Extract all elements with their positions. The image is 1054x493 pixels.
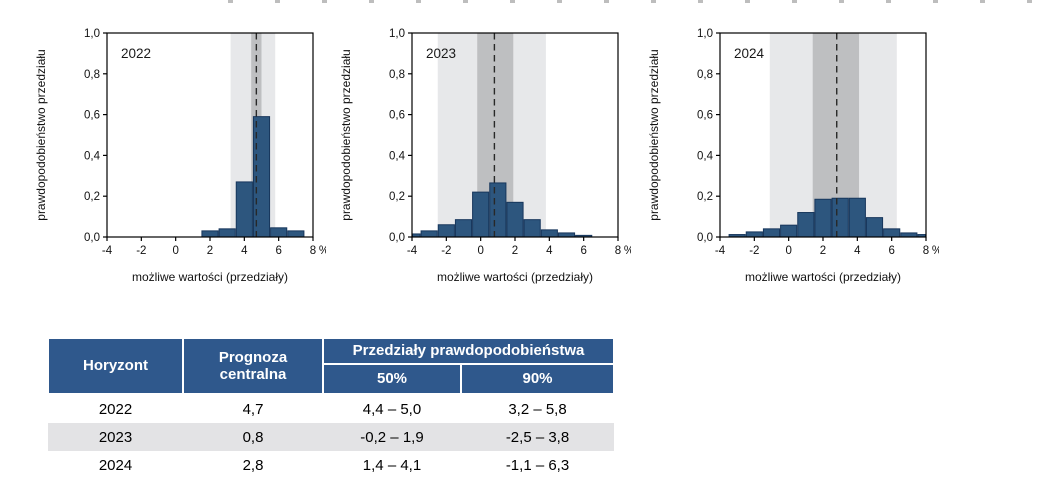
x-axis-ticks: -4 -2 0 2 4 6 8 (407, 237, 621, 257)
cell-central: 4,7 (242, 400, 264, 418)
x-axis-ticks: -4 -2 0 2 4 6 8 (715, 237, 929, 257)
svg-text:0,2: 0,2 (697, 191, 713, 203)
cell-central: 2,8 (242, 456, 264, 474)
svg-text:-4: -4 (102, 245, 113, 257)
svg-text:0,4: 0,4 (84, 150, 101, 162)
x-axis-title: możliwe wartości (przedziały) (744, 270, 902, 284)
cell-p50: 4,4 – 5,0 (362, 400, 422, 418)
svg-text:0,6: 0,6 (84, 110, 100, 122)
plot-frame (106, 32, 314, 238)
chart-2024: prawdopodobieństwo przedziału -4-202468%… (643, 18, 943, 293)
svg-text:-2: -2 (441, 245, 451, 257)
header-central-forecast: Prognoza centralna (182, 337, 324, 395)
y-axis-ticks: 0,0 0,2 0,4 0,6 0,8 1,0 (389, 28, 412, 244)
svg-text:0,4: 0,4 (697, 150, 714, 162)
svg-text:-4: -4 (407, 245, 418, 257)
svg-text:1,0: 1,0 (697, 28, 713, 40)
svg-text:0,0: 0,0 (389, 232, 405, 244)
svg-text:0: 0 (785, 245, 791, 257)
svg-text:8: 8 (615, 245, 621, 257)
svg-text:0,8: 0,8 (389, 69, 405, 81)
svg-text:0,2: 0,2 (84, 191, 100, 203)
svg-text:0,2: 0,2 (389, 191, 405, 203)
cell-p90: -2,5 – 3,8 (461, 423, 615, 451)
chart-2022: prawdopodobieństwo przedziału -4-202468%… (30, 18, 330, 293)
cell-p90: 3,2 – 5,8 (508, 400, 567, 418)
svg-text:2: 2 (512, 245, 518, 257)
cell-p50: 1,4 – 4,1 (362, 456, 422, 474)
chart-canvas-2022: -4 -2 0 2 4 6 8% 0,0 0,2 0,4 0,6 0,8 1,0 2022 (84, 28, 326, 257)
svg-text:0,6: 0,6 (389, 110, 405, 122)
svg-text:0,0: 0,0 (84, 232, 100, 244)
svg-text:-2: -2 (749, 245, 759, 257)
table-row-2024: 2024 2,8 1,4 – 4,1 -1,1 – 6,3 (48, 451, 614, 479)
forecast-table: Horyzont Prognoza centralna Przedziały p… (47, 337, 616, 479)
chart-canvas-2023: -4 -2 0 2 4 6 8% 0,0 0,2 0,4 0,6 0,8 1,0 2023 (389, 28, 631, 257)
svg-text:1,0: 1,0 (84, 28, 100, 40)
header-horizon: Horyzont (47, 337, 184, 395)
svg-text:0,8: 0,8 (84, 69, 100, 81)
cell-horizon: 2024 (98, 456, 133, 474)
svg-text:0,6: 0,6 (697, 110, 713, 122)
cell-horizon: 2023 (48, 423, 183, 451)
table-row-2023: 2023 0,8 -0,2 – 1,9 -2,5 – 3,8 (48, 423, 615, 451)
x-unit-label: % (624, 245, 631, 257)
cropped-text-artifact (228, 0, 1054, 3)
table-row-2022: 2022 4,7 4,4 – 5,0 3,2 – 5,8 (48, 394, 614, 423)
svg-text:8: 8 (923, 245, 929, 257)
svg-text:6: 6 (580, 245, 586, 257)
y-axis-ticks: 0,0 0,2 0,4 0,6 0,8 1,0 (84, 28, 107, 244)
svg-text:0,0: 0,0 (697, 232, 713, 244)
svg-text:4: 4 (546, 245, 553, 257)
svg-text:0: 0 (172, 245, 178, 257)
svg-text:8: 8 (310, 245, 316, 257)
y-axis-ticks: 0,0 0,2 0,4 0,6 0,8 1,0 (697, 28, 720, 244)
year-label: 2023 (426, 46, 456, 61)
x-axis-title: możliwe wartości (przedziały) (131, 270, 289, 284)
x-unit-label: % (319, 245, 326, 257)
cell-central: 0,8 (183, 423, 323, 451)
cell-horizon: 2022 (98, 400, 133, 418)
svg-text:-2: -2 (136, 245, 146, 257)
svg-text:-4: -4 (715, 245, 726, 257)
svg-text:2: 2 (207, 245, 213, 257)
x-unit-label: % (932, 245, 939, 257)
svg-text:6: 6 (275, 245, 281, 257)
cell-p90: -1,1 – 6,3 (505, 456, 570, 474)
x-axis-title: możliwe wartości (przedziały) (436, 270, 594, 284)
chart-canvas-2024: -4 -2 0 2 4 6 8% 0,0 0,2 0,4 0,6 0,8 1,0 2024 (697, 28, 939, 257)
chart-2023: prawdopodobieństwo przedziału -4-202468%… (335, 18, 635, 293)
histogram-bars (728, 197, 926, 238)
svg-text:4: 4 (241, 245, 248, 257)
svg-text:0,4: 0,4 (389, 150, 406, 162)
year-label: 2022 (121, 46, 151, 61)
svg-text:4: 4 (854, 245, 861, 257)
header-probability-intervals: Przedziały prawdopodobieństwa (321, 337, 616, 365)
svg-text:0,8: 0,8 (697, 69, 713, 81)
svg-text:0: 0 (477, 245, 483, 257)
header-50pct: 50% (322, 363, 462, 395)
svg-text:6: 6 (888, 245, 894, 257)
svg-text:1,0: 1,0 (389, 28, 405, 40)
x-axis-ticks: -4 -2 0 2 4 6 8 (102, 237, 316, 257)
year-label: 2024 (734, 46, 765, 61)
cell-p50: -0,2 – 1,9 (323, 423, 461, 451)
svg-text:2: 2 (820, 245, 826, 257)
header-90pct: 90% (459, 363, 616, 395)
